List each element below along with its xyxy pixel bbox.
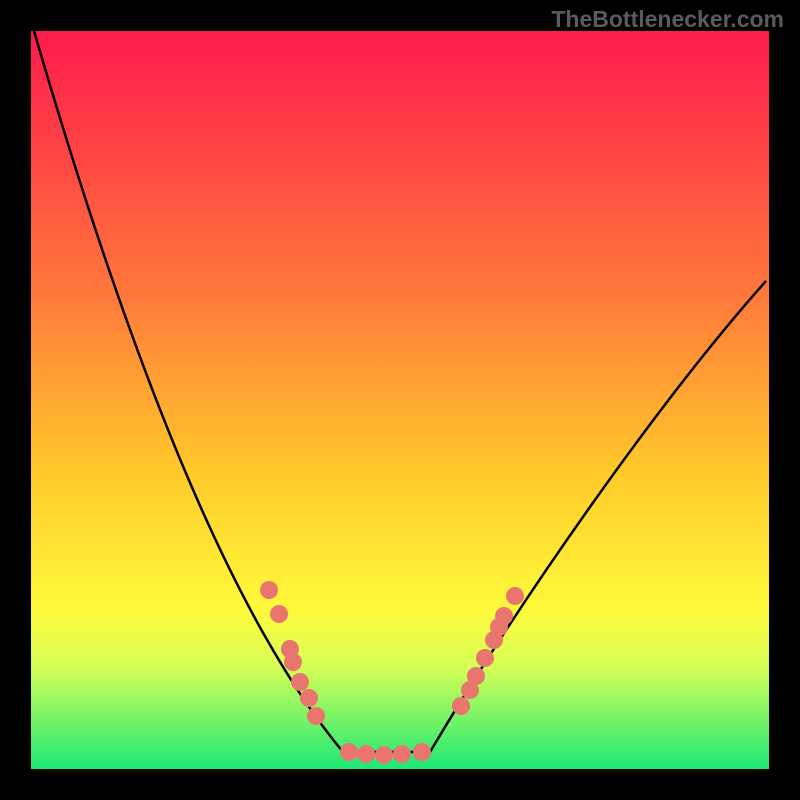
curve-marker xyxy=(506,587,524,605)
curve-marker xyxy=(284,653,302,671)
curve-marker xyxy=(357,745,375,763)
curve-marker xyxy=(495,607,513,625)
curve-marker xyxy=(467,667,485,685)
curve-marker xyxy=(300,689,318,707)
curve-marker xyxy=(476,649,494,667)
curve-marker xyxy=(270,605,288,623)
curve-marker xyxy=(340,743,358,761)
curve-marker xyxy=(393,745,411,763)
curve-marker xyxy=(413,743,431,761)
curve-marker xyxy=(307,707,325,725)
curve-marker xyxy=(452,697,470,715)
bottleneck-curve xyxy=(0,0,800,800)
curve-marker xyxy=(375,746,393,764)
curve-marker xyxy=(260,581,278,599)
